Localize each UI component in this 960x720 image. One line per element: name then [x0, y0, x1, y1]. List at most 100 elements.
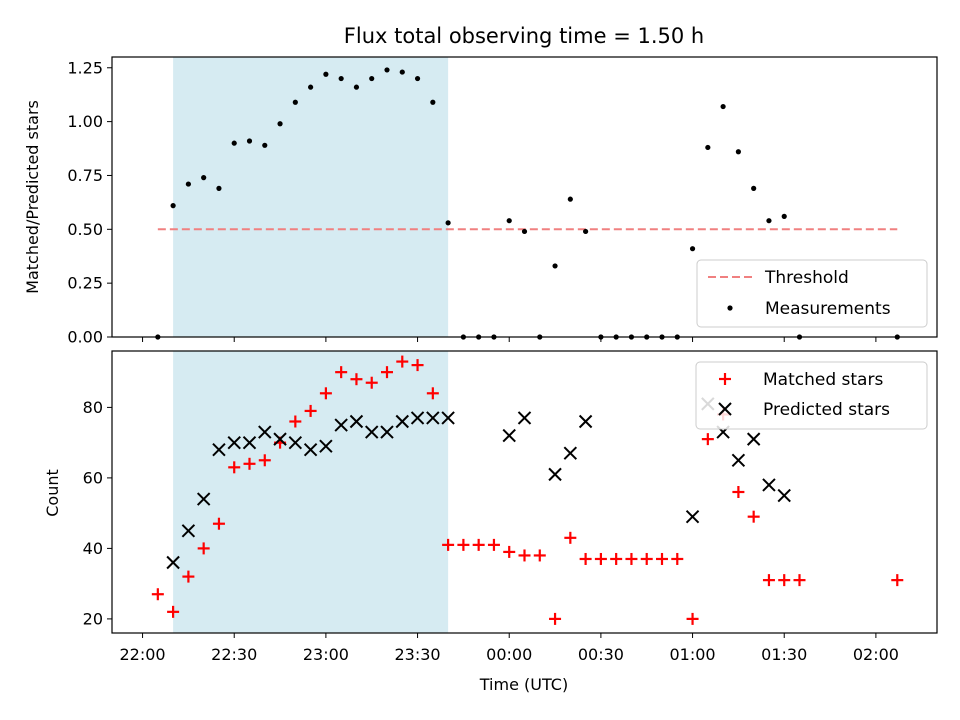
measurement-point — [216, 185, 222, 191]
measurement-point — [583, 228, 589, 235]
top-y-tick-label: 0.00 — [67, 328, 103, 347]
matched-star-point — [891, 574, 904, 587]
predicted-star-point — [242, 435, 257, 450]
predicted-star-point — [777, 488, 791, 503]
predicted-stars-series — [166, 397, 791, 570]
legend-threshold-label: Threshold — [764, 268, 849, 288]
top-y-tick-label: 0.75 — [67, 166, 103, 185]
legend-matched-swatch — [719, 373, 731, 385]
measurement-point — [445, 220, 451, 226]
matched-star-point — [747, 510, 760, 523]
top-observing-span — [173, 57, 449, 337]
bottom-panel: 20 40 60 80 22:00 22:30 23:00 23:30 00:00 00:30 0… — [43, 350, 938, 694]
measurement-point — [323, 71, 329, 77]
predicted-star-point — [273, 432, 287, 446]
x-tick-label: 01:00 — [670, 645, 716, 664]
predicted-star-point — [181, 524, 196, 538]
matched-star-point — [182, 570, 195, 583]
matched-star-point — [212, 517, 225, 530]
top-plot-frame — [111, 56, 938, 338]
matched-star-point — [564, 531, 577, 544]
bottom-plot-frame — [111, 350, 938, 634]
bottom-y-tick-label: 20 — [83, 609, 103, 628]
matched-star-point — [472, 538, 485, 551]
measurement-point — [567, 196, 573, 202]
matched-star-point — [197, 542, 210, 555]
predicted-star-point — [731, 453, 746, 467]
measurement-point — [506, 218, 512, 224]
x-tick-label: 01:30 — [761, 645, 807, 664]
predicted-star-point — [746, 432, 761, 446]
x-tick-label: 23:30 — [395, 645, 441, 664]
top-y-tick-label: 1.25 — [67, 58, 103, 77]
measurement-point — [353, 84, 360, 90]
bottom-y-axis-ticks: 20 40 60 80 — [83, 398, 112, 628]
measurement-point — [781, 213, 787, 219]
matched-star-point — [151, 588, 164, 601]
matched-star-point — [365, 376, 378, 389]
predicted-star-point — [410, 411, 425, 425]
matched-star-point — [457, 538, 470, 551]
measurement-point — [430, 99, 436, 105]
predicted-star-point — [227, 435, 241, 450]
predicted-star-point — [517, 411, 532, 425]
bottom-x-axis-ticks: 22:00 22:30 23:00 23:30 00:00 00:30 01:00 01:30… — [120, 633, 899, 664]
measurement-point — [735, 149, 741, 155]
measurement-point — [246, 138, 253, 144]
matched-stars-series — [151, 355, 904, 625]
matched-star-point — [396, 355, 409, 368]
bottom-y-tick-label: 60 — [83, 468, 103, 487]
predicted-star-point — [365, 425, 379, 439]
matched-star-point — [610, 552, 623, 565]
matched-star-point — [594, 552, 607, 565]
measurement-point — [292, 99, 298, 105]
top-y-tick-label: 0.25 — [67, 274, 103, 293]
bottom-y-axis-label: Count — [43, 469, 62, 517]
predicted-star-point — [685, 509, 700, 524]
predicted-star-point — [563, 446, 578, 460]
measurement-point — [201, 175, 207, 181]
predicted-star-point — [578, 414, 593, 429]
matched-star-point — [243, 457, 256, 470]
predicted-star-point — [319, 439, 333, 453]
top-legend: Threshold Measurements — [696, 259, 928, 328]
matched-star-point — [793, 574, 806, 587]
bottom-observing-span — [173, 351, 449, 633]
predicted-star-point — [502, 428, 516, 443]
measurement-point — [338, 75, 344, 82]
measurement-point — [262, 142, 268, 148]
measurement-point — [369, 75, 375, 82]
matched-star-point — [304, 404, 317, 417]
measurement-point — [414, 75, 421, 82]
measurement-point — [231, 140, 237, 146]
top-y-tick-label: 0.50 — [67, 220, 103, 239]
predicted-star-point — [288, 435, 303, 450]
measurement-point — [766, 218, 772, 224]
matched-star-point — [167, 605, 180, 618]
predicted-star-point — [441, 411, 455, 425]
matched-star-point — [762, 574, 775, 587]
measurement-point — [521, 228, 528, 235]
predicted-star-point — [548, 467, 562, 482]
predicted-star-point — [380, 425, 394, 439]
x-tick-label: 23:00 — [303, 645, 349, 664]
measurement-point — [277, 121, 283, 127]
x-tick-label: 00:00 — [486, 645, 532, 664]
measurement-point — [185, 181, 191, 187]
matched-star-point — [579, 552, 592, 565]
matched-star-point — [487, 538, 500, 551]
matched-star-point — [289, 415, 302, 428]
measurement-point — [552, 263, 558, 269]
predicted-star-point — [395, 414, 409, 429]
measurement-point — [399, 69, 405, 75]
top-y-axis-ticks: 0.00 0.25 0.50 0.75 1.00 1.25 — [67, 58, 112, 347]
predicted-star-point — [166, 555, 180, 570]
bottom-y-tick-label: 80 — [83, 398, 103, 417]
predicted-star-point — [334, 418, 348, 432]
measurement-point — [689, 246, 696, 252]
predicted-star-point — [196, 492, 211, 506]
matched-star-point — [442, 538, 455, 551]
matched-star-point — [319, 387, 332, 400]
matched-star-point — [686, 612, 699, 625]
